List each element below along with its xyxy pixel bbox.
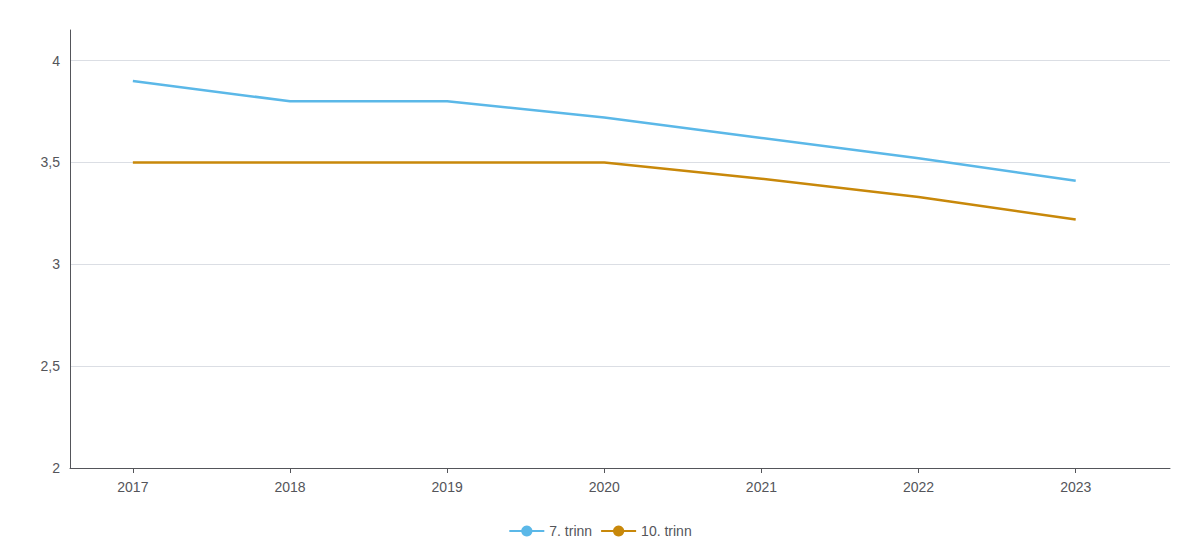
svg-text:7. trinn: 7. trinn [549, 523, 592, 539]
svg-text:2,5: 2,5 [41, 358, 61, 374]
svg-text:2022: 2022 [903, 479, 934, 495]
svg-text:4: 4 [52, 53, 60, 69]
svg-text:2: 2 [52, 460, 60, 476]
svg-text:2019: 2019 [432, 479, 463, 495]
svg-text:2017: 2017 [117, 479, 148, 495]
svg-text:3,5: 3,5 [41, 154, 61, 170]
svg-text:2020: 2020 [589, 479, 620, 495]
svg-text:2023: 2023 [1060, 479, 1091, 495]
svg-text:10. trinn: 10. trinn [641, 523, 692, 539]
svg-text:2021: 2021 [746, 479, 777, 495]
svg-text:2018: 2018 [274, 479, 305, 495]
svg-text:3: 3 [52, 256, 60, 272]
